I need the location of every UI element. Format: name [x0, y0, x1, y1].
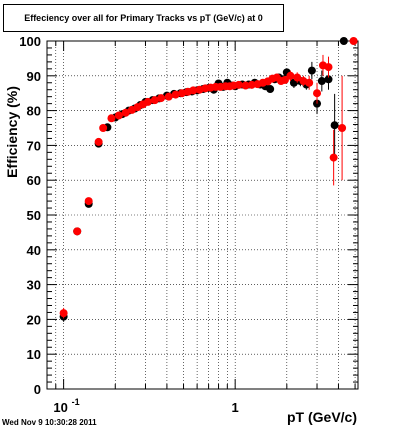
x-tick-label-exponent: -1	[72, 397, 80, 407]
y-tick-label: 90	[27, 69, 41, 84]
y-tick-label: 40	[27, 243, 41, 258]
data-point	[324, 63, 333, 72]
data-point	[286, 71, 295, 80]
data-point	[150, 96, 159, 105]
x-tick-label: 10	[53, 400, 67, 415]
data-point	[73, 227, 82, 236]
y-tick-label: 70	[27, 138, 41, 153]
data-point	[234, 80, 243, 89]
data-point	[94, 137, 103, 146]
data-point	[84, 197, 93, 206]
data-point	[330, 121, 339, 130]
y-tick-label: 60	[27, 173, 41, 188]
y-tick-label: 80	[27, 104, 41, 119]
data-point	[280, 75, 289, 84]
data-point	[329, 153, 338, 162]
data-point	[164, 92, 173, 101]
data-point	[293, 73, 302, 82]
data-point	[157, 94, 166, 103]
data-point	[338, 124, 347, 132]
y-tick-label: 50	[27, 208, 41, 223]
data-point	[143, 97, 152, 106]
data-point	[339, 37, 348, 45]
y-tick-label: 30	[27, 278, 41, 293]
data-point	[241, 81, 250, 90]
y-tick-label: 100	[19, 34, 41, 49]
data-point	[324, 75, 333, 84]
data-point	[305, 78, 314, 87]
data-point	[307, 66, 316, 75]
data-point	[107, 114, 116, 123]
data-point	[349, 37, 358, 45]
data-point	[114, 111, 123, 120]
y-axis-title: Efficiency (%)	[4, 86, 20, 178]
points-layer	[59, 37, 358, 322]
data-point	[59, 309, 68, 318]
x-axis-title: pT (GeV/c)	[287, 409, 357, 425]
data-point	[313, 89, 322, 98]
y-tick-label: 10	[27, 347, 41, 362]
chart-title: Effeciency over all for Primary Tracks v…	[3, 4, 284, 32]
data-point	[121, 108, 130, 117]
data-point	[171, 90, 180, 99]
data-point	[99, 124, 108, 132]
y-tick-label: 0	[34, 382, 41, 397]
data-point	[189, 86, 198, 95]
footer-timestamp: Wed Nov 9 10:30:28 2011	[2, 418, 97, 427]
data-point	[317, 77, 326, 86]
x-tick-label: 1	[232, 400, 239, 415]
y-tick-label: 20	[27, 312, 41, 327]
ticks-layer: 0 10 20 30 40 50 60 70 80 90 100 10 -1 1	[19, 34, 358, 415]
grid-layer	[46, 40, 358, 390]
data-point	[266, 85, 275, 94]
